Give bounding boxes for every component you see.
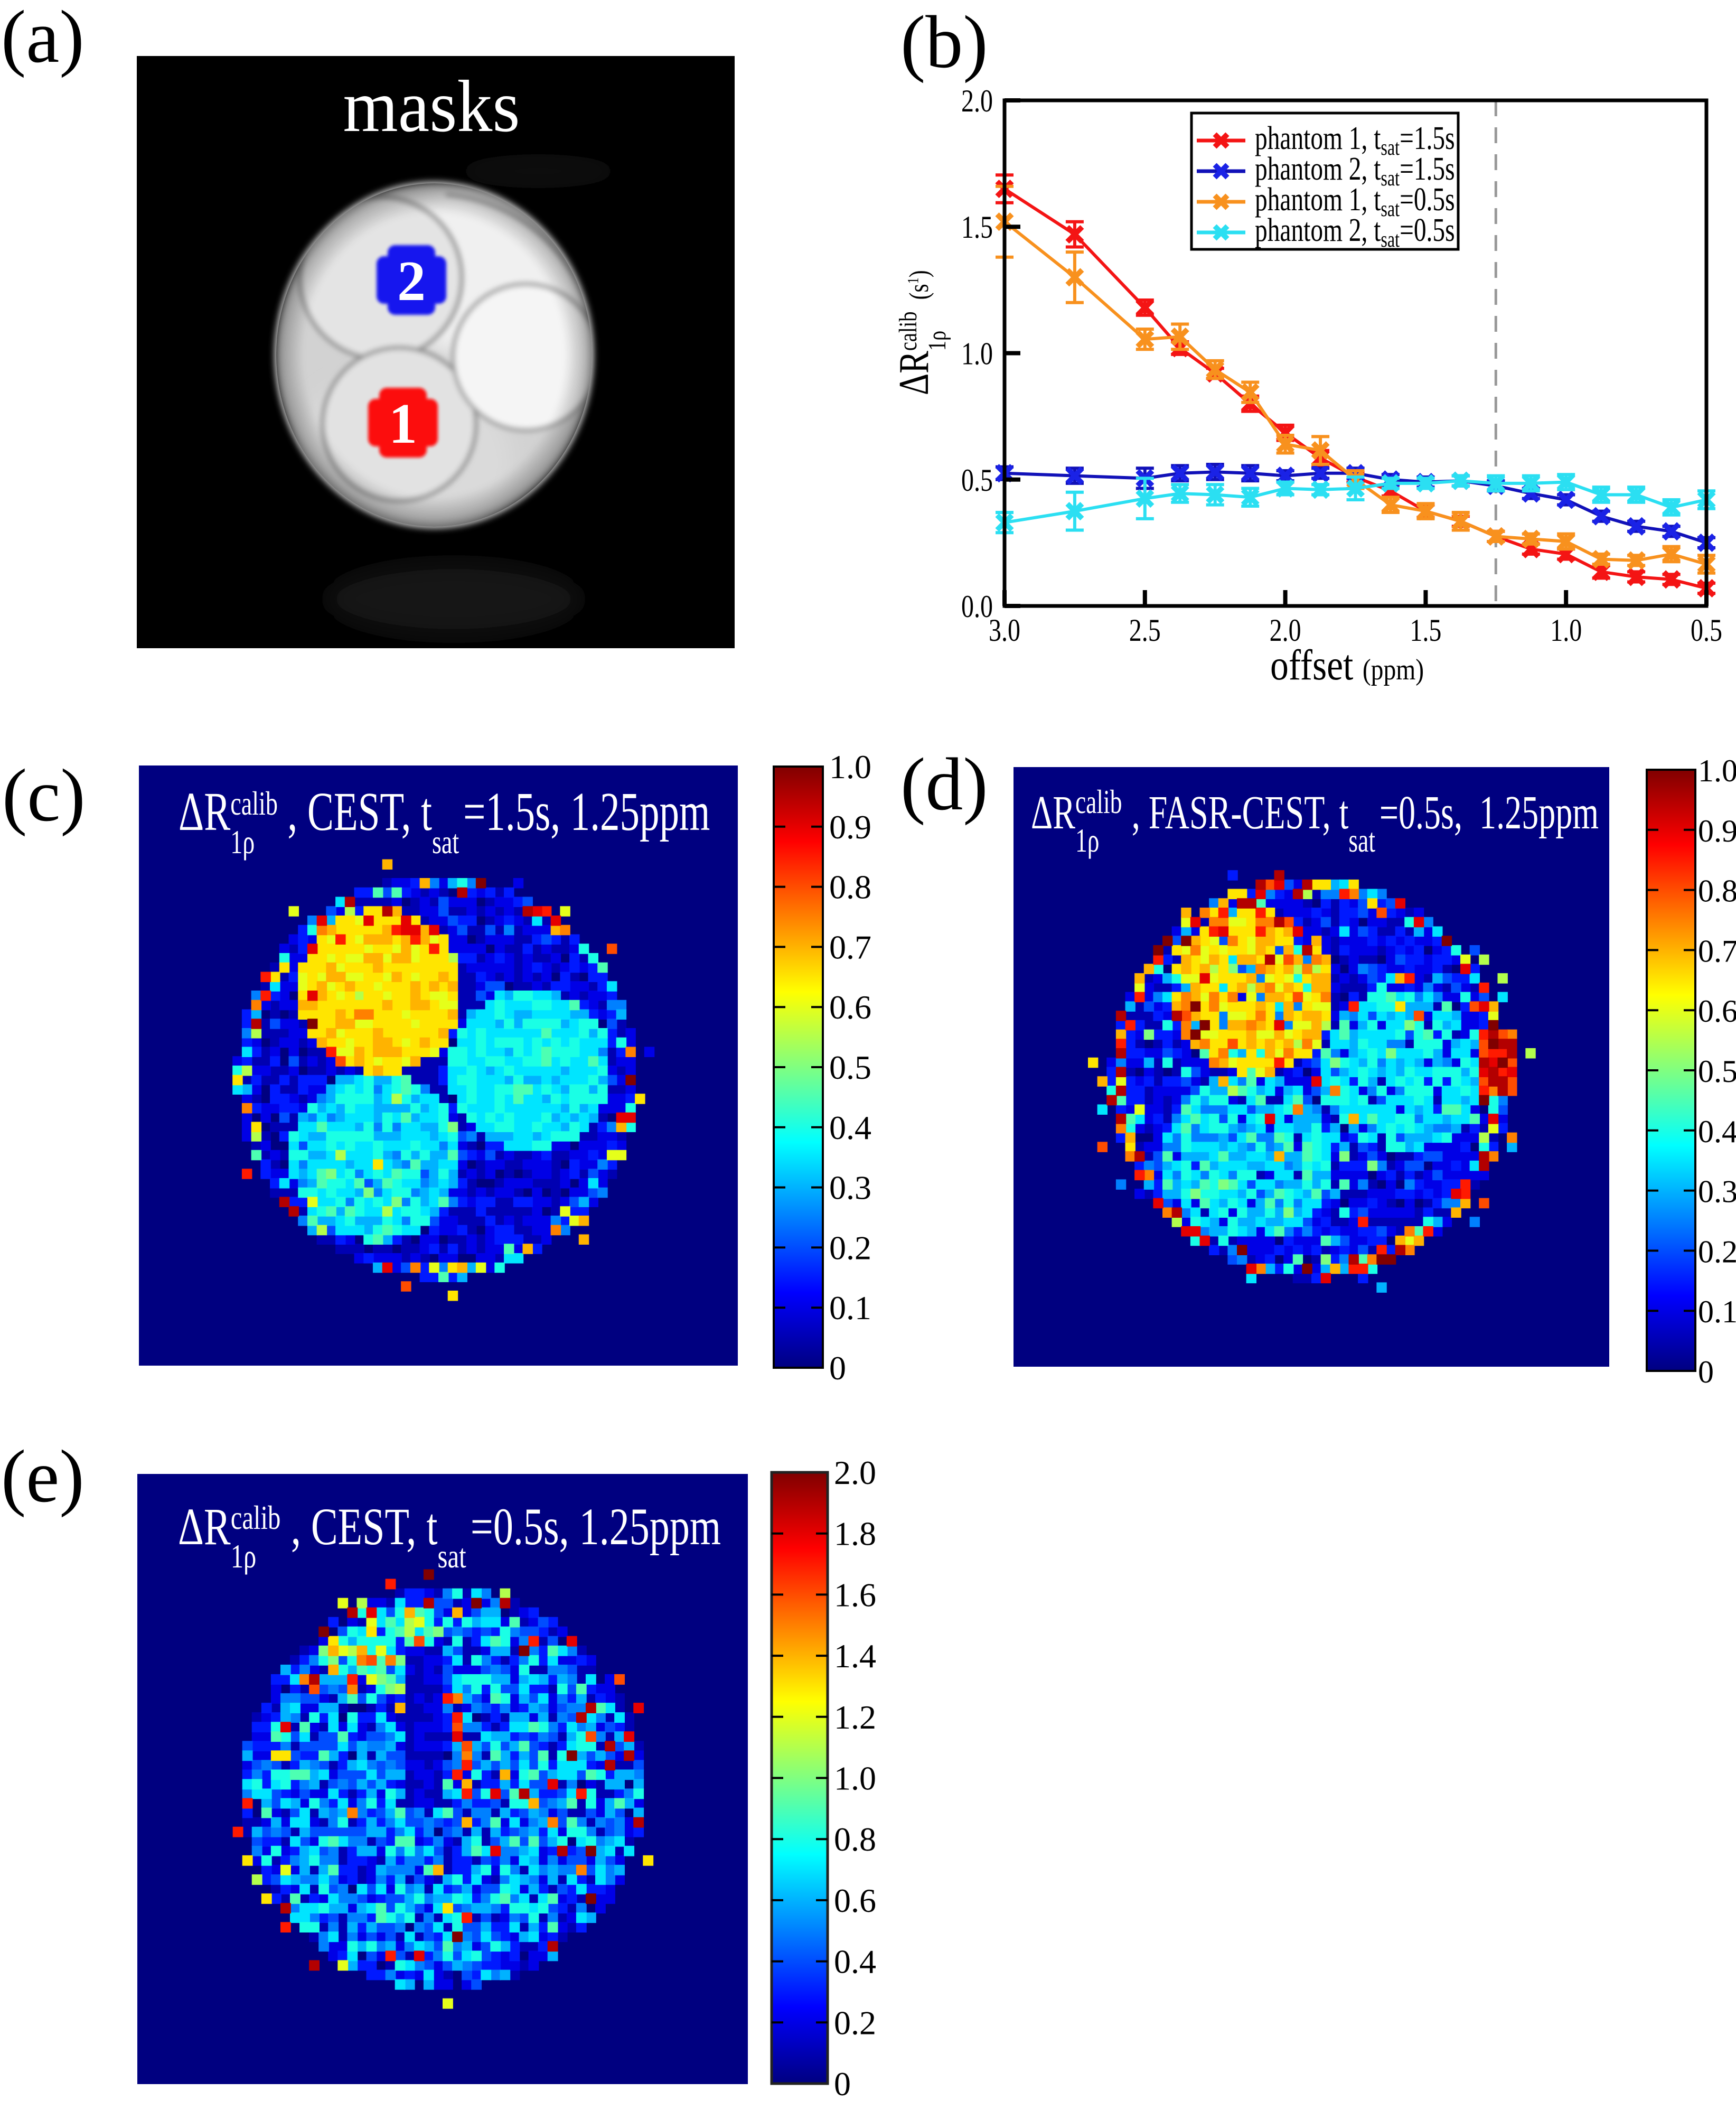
svg-text:0.3: 0.3 bbox=[829, 1169, 871, 1207]
svg-text:1.0: 1.0 bbox=[961, 336, 993, 371]
svg-text:0.6: 0.6 bbox=[834, 1882, 876, 1919]
svg-text:1.5: 1.5 bbox=[961, 210, 993, 245]
svg-text:0.9: 0.9 bbox=[829, 808, 871, 846]
svg-text:1.0: 1.0 bbox=[829, 748, 871, 786]
svg-text:1.2: 1.2 bbox=[834, 1698, 876, 1736]
svg-text:2.0: 2.0 bbox=[1270, 613, 1301, 648]
svg-text:0.2: 0.2 bbox=[829, 1229, 871, 1266]
svg-text:0.2: 0.2 bbox=[834, 2004, 876, 2041]
svg-text:1.0: 1.0 bbox=[1550, 613, 1582, 648]
svg-text:0.4: 0.4 bbox=[1698, 1114, 1736, 1149]
svg-text:1.8: 1.8 bbox=[834, 1515, 876, 1553]
svg-text:0.5: 0.5 bbox=[1698, 1054, 1736, 1089]
svg-text:0.8: 0.8 bbox=[1698, 874, 1736, 909]
svg-text:1.0: 1.0 bbox=[834, 1760, 876, 1797]
svg-text:0.5: 0.5 bbox=[961, 463, 993, 498]
svg-text:0.5: 0.5 bbox=[1691, 613, 1722, 648]
svg-text:0.9: 0.9 bbox=[1698, 814, 1736, 848]
svg-text:2.5: 2.5 bbox=[1129, 613, 1161, 648]
svg-text:0.6: 0.6 bbox=[829, 988, 871, 1026]
svg-text:0.4: 0.4 bbox=[829, 1109, 871, 1146]
svg-text:0.7: 0.7 bbox=[829, 928, 871, 966]
svg-text:1.6: 1.6 bbox=[834, 1576, 876, 1613]
svg-text:0.8: 0.8 bbox=[829, 869, 871, 906]
svg-text:1.5: 1.5 bbox=[1410, 613, 1441, 648]
svg-text:1: 1 bbox=[389, 393, 417, 455]
svg-text:2.0: 2.0 bbox=[961, 83, 993, 118]
svg-text:0.3: 0.3 bbox=[1698, 1174, 1736, 1209]
svg-text:1.0: 1.0 bbox=[1698, 753, 1736, 788]
svg-text:0: 0 bbox=[1698, 1355, 1714, 1389]
svg-text:0.8: 0.8 bbox=[834, 1820, 876, 1858]
svg-text:0.4: 0.4 bbox=[834, 1943, 876, 1981]
svg-text:masks: masks bbox=[343, 66, 520, 147]
svg-text:0.6: 0.6 bbox=[1698, 994, 1736, 1029]
svg-text:0.0: 0.0 bbox=[961, 589, 993, 624]
svg-text:offset (ppm): offset (ppm) bbox=[1270, 641, 1424, 689]
svg-text:0.5: 0.5 bbox=[829, 1049, 871, 1086]
svg-text:0: 0 bbox=[834, 2065, 851, 2103]
svg-text:1.4: 1.4 bbox=[834, 1637, 876, 1675]
svg-text:2: 2 bbox=[397, 250, 426, 313]
svg-text:phantom 1, tsat=0.5s: phantom 1, tsat=0.5s bbox=[1255, 181, 1455, 221]
svg-text:3.0: 3.0 bbox=[989, 613, 1020, 648]
svg-text:phantom 1, tsat=1.5s: phantom 1, tsat=1.5s bbox=[1255, 120, 1455, 160]
svg-text:0.2: 0.2 bbox=[1698, 1234, 1736, 1269]
svg-text:phantom 2, tsat=0.5s: phantom 2, tsat=0.5s bbox=[1255, 212, 1455, 252]
svg-text:2.0: 2.0 bbox=[834, 1454, 876, 1491]
svg-text:0.1: 0.1 bbox=[829, 1289, 871, 1327]
svg-text:phantom 2, tsat=1.5s: phantom 2, tsat=1.5s bbox=[1255, 151, 1455, 191]
svg-text:0.1: 0.1 bbox=[1698, 1294, 1736, 1329]
svg-text:0.7: 0.7 bbox=[1698, 933, 1736, 968]
svg-text:0: 0 bbox=[829, 1349, 846, 1387]
